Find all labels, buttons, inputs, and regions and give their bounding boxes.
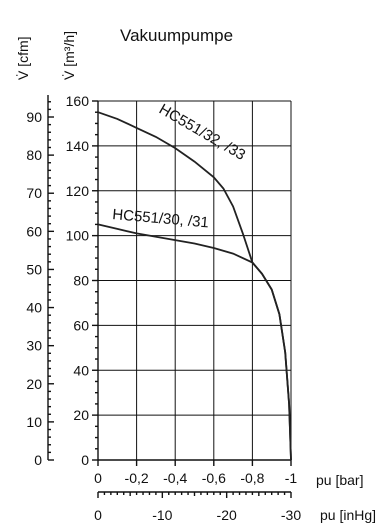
y-tick-label-cfm: 0 bbox=[34, 452, 42, 468]
x-tick-label-inhg: -30 bbox=[281, 507, 301, 523]
x-tick-label-bar: -0,4 bbox=[163, 470, 187, 486]
y-tick-label-m3h: 80 bbox=[73, 273, 89, 289]
y-tick-label-m3h: 0 bbox=[81, 452, 89, 468]
curves bbox=[97, 111, 292, 461]
y-tick-label-cfm: 20 bbox=[26, 376, 42, 392]
series-line-1 bbox=[97, 223, 292, 461]
y-axis-cfm-ticks: 0 10 20 30 40 50 60 70 80 90 bbox=[26, 101, 54, 468]
series-label-hc551-30-31: HC551/30, /31 bbox=[112, 206, 210, 231]
y-tick-label-cfm: 40 bbox=[26, 300, 42, 316]
y-tick-label-cfm: 50 bbox=[26, 261, 42, 277]
y-axis-cfm-title: V̇ [cfm] bbox=[15, 36, 31, 80]
x-axis-bar-ticks: 0 -0,2 -0,4 -0,6 -0,8 -1 bbox=[94, 460, 297, 486]
y-tick-label-m3h: 60 bbox=[73, 317, 89, 333]
chart-title: Vakuumpumpe bbox=[120, 26, 233, 45]
x-axis-bar-title: pu [bar] bbox=[316, 472, 363, 488]
y-axis-m3h-title: V̇ [m³/h] bbox=[61, 31, 77, 80]
y-tick-label-cfm: 10 bbox=[26, 414, 42, 430]
x-tick-label-bar: 0 bbox=[94, 470, 102, 486]
y-tick-label-cfm: 60 bbox=[26, 223, 42, 239]
y-tick-label-m3h: 120 bbox=[66, 183, 90, 199]
x-tick-label-inhg: 0 bbox=[94, 507, 102, 523]
series-label-hc551-32-33: HC551/32, /33 bbox=[156, 101, 248, 164]
x-tick-label-bar: -1 bbox=[285, 470, 298, 486]
y-tick-label-m3h: 100 bbox=[66, 228, 90, 244]
y-tick-label-cfm: 80 bbox=[26, 147, 42, 163]
y-tick-label-cfm: 90 bbox=[26, 109, 42, 125]
x-axis-inhg-title: pu [inHg] bbox=[320, 507, 376, 523]
x-tick-label-bar: -0,6 bbox=[202, 470, 226, 486]
y-tick-label-m3h: 140 bbox=[66, 138, 90, 154]
y-tick-label-m3h: 20 bbox=[73, 407, 89, 423]
y-axis-m3h-ticks: 0 20 40 60 80 100 120 140 160 bbox=[66, 93, 98, 468]
x-tick-label-bar: -0,8 bbox=[240, 470, 264, 486]
y-tick-label-cfm: 70 bbox=[26, 185, 42, 201]
y-tick-label-m3h: 160 bbox=[66, 93, 90, 109]
x-tick-label-inhg: -20 bbox=[217, 507, 237, 523]
x-tick-label-inhg: -10 bbox=[152, 507, 172, 523]
y-tick-label-cfm: 30 bbox=[26, 338, 42, 354]
x-tick-label-bar: -0,2 bbox=[125, 470, 149, 486]
series-line-0 bbox=[97, 111, 292, 461]
x-axis-inhg-ticks: 0 -10 -20 -30 bbox=[94, 491, 301, 523]
y-tick-label-m3h: 40 bbox=[73, 362, 89, 378]
grid-lines bbox=[98, 100, 292, 460]
